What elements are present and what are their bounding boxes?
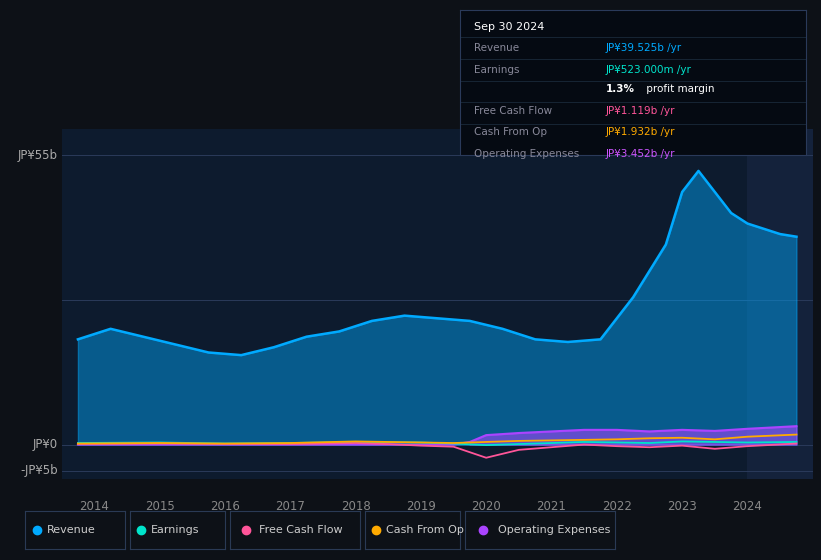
Text: JP¥0: JP¥0 — [33, 438, 57, 451]
Text: Earnings: Earnings — [151, 525, 200, 535]
Text: 2021: 2021 — [537, 500, 566, 513]
Text: 2019: 2019 — [406, 500, 436, 513]
Text: 2014: 2014 — [80, 500, 109, 513]
Text: JP¥1.932b /yr: JP¥1.932b /yr — [605, 128, 675, 137]
Text: Operating Expenses: Operating Expenses — [498, 525, 610, 535]
Bar — [747, 129, 813, 479]
Text: -JP¥5b: -JP¥5b — [21, 464, 57, 478]
Text: Revenue: Revenue — [474, 43, 519, 53]
Text: profit margin: profit margin — [644, 84, 715, 94]
Text: Earnings: Earnings — [474, 65, 520, 75]
Text: Cash From Op: Cash From Op — [474, 128, 547, 137]
Text: 2015: 2015 — [144, 500, 174, 513]
Text: 2022: 2022 — [602, 500, 631, 513]
Text: Sep 30 2024: Sep 30 2024 — [474, 22, 544, 31]
Text: Revenue: Revenue — [47, 525, 96, 535]
Text: Free Cash Flow: Free Cash Flow — [474, 106, 552, 116]
Text: 2023: 2023 — [667, 500, 697, 513]
Text: Free Cash Flow: Free Cash Flow — [259, 525, 342, 535]
Text: JP¥3.452b /yr: JP¥3.452b /yr — [605, 149, 675, 159]
Text: JP¥1.119b /yr: JP¥1.119b /yr — [605, 106, 675, 116]
Text: 2024: 2024 — [732, 500, 763, 513]
Text: Cash From Op: Cash From Op — [386, 525, 464, 535]
Text: JP¥523.000m /yr: JP¥523.000m /yr — [605, 65, 691, 75]
Text: 2016: 2016 — [210, 500, 240, 513]
Text: JP¥39.525b /yr: JP¥39.525b /yr — [605, 43, 681, 53]
Text: Operating Expenses: Operating Expenses — [474, 149, 579, 159]
Text: 2017: 2017 — [275, 500, 305, 513]
Text: JP¥55b: JP¥55b — [18, 148, 57, 162]
Text: 1.3%: 1.3% — [605, 84, 635, 94]
Text: 2018: 2018 — [341, 500, 370, 513]
Text: 2020: 2020 — [471, 500, 501, 513]
